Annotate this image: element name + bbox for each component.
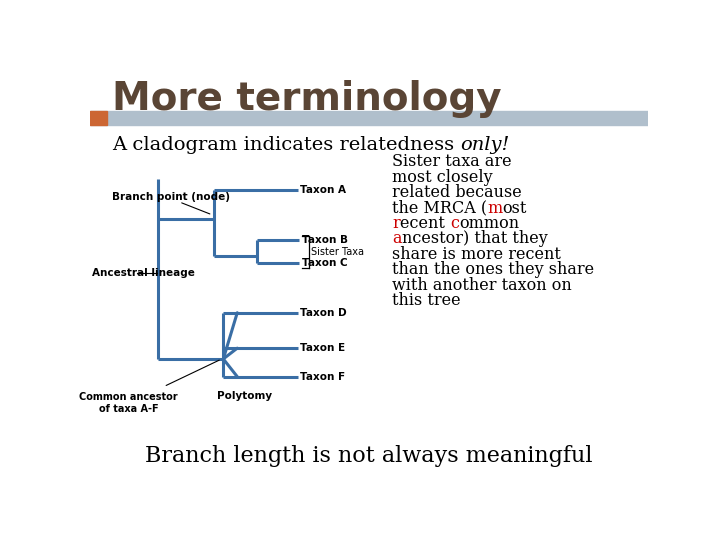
Bar xyxy=(90,111,648,125)
Text: only!: only! xyxy=(460,136,510,154)
Text: ost: ost xyxy=(503,200,527,217)
Text: Polytomy: Polytomy xyxy=(217,390,273,401)
Text: Taxon B: Taxon B xyxy=(302,235,348,245)
Text: Taxon A: Taxon A xyxy=(300,185,346,194)
Text: a: a xyxy=(392,231,402,247)
Text: Taxon F: Taxon F xyxy=(300,372,345,382)
Text: with another taxon on: with another taxon on xyxy=(392,276,572,294)
Text: Taxon C: Taxon C xyxy=(302,259,347,268)
Text: r: r xyxy=(392,215,400,232)
Text: Sister taxa are: Sister taxa are xyxy=(392,153,512,170)
Text: the MRCA (: the MRCA ( xyxy=(392,200,487,217)
Text: m: m xyxy=(487,200,503,217)
Text: ommon: ommon xyxy=(459,215,519,232)
Text: this tree: this tree xyxy=(392,292,461,309)
Text: related because: related because xyxy=(392,184,522,201)
Text: A cladogram indicates relatedness: A cladogram indicates relatedness xyxy=(112,136,460,154)
Text: Branch length is not always meaningful: Branch length is not always meaningful xyxy=(145,445,593,467)
Text: Sister Taxa: Sister Taxa xyxy=(311,247,364,257)
Bar xyxy=(90,111,107,125)
Text: than the ones they share: than the ones they share xyxy=(392,261,595,278)
Text: c: c xyxy=(450,215,459,232)
Text: ecent: ecent xyxy=(400,215,450,232)
Text: Taxon D: Taxon D xyxy=(300,308,346,318)
Text: More terminology: More terminology xyxy=(112,80,501,118)
Text: most closely: most closely xyxy=(392,168,493,186)
Text: Ancestral lineage: Ancestral lineage xyxy=(91,268,194,278)
Text: Common ancestor
of taxa A-F: Common ancestor of taxa A-F xyxy=(79,392,178,414)
Text: Branch point (node): Branch point (node) xyxy=(112,192,230,202)
Text: Taxon E: Taxon E xyxy=(300,343,345,353)
Text: ncestor) that they: ncestor) that they xyxy=(402,231,547,247)
Text: share is more recent: share is more recent xyxy=(392,246,561,263)
